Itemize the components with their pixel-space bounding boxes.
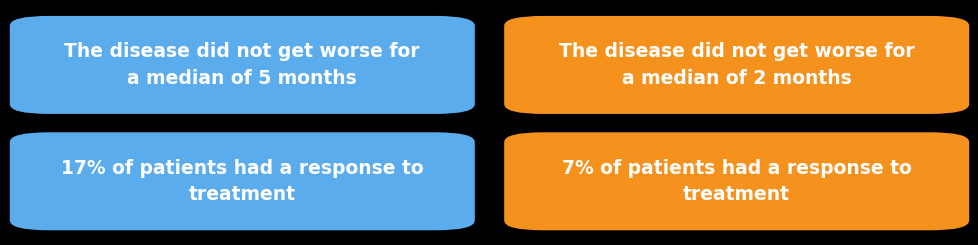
Text: 17% of patients had a response to
treatment: 17% of patients had a response to treatm…: [61, 159, 423, 204]
Text: The disease did not get worse for
a median of 5 months: The disease did not get worse for a medi…: [65, 42, 420, 88]
FancyBboxPatch shape: [10, 16, 474, 114]
FancyBboxPatch shape: [10, 132, 474, 230]
FancyBboxPatch shape: [504, 16, 968, 114]
FancyBboxPatch shape: [504, 132, 968, 230]
Text: 7% of patients had a response to
treatment: 7% of patients had a response to treatme…: [561, 159, 911, 204]
Text: The disease did not get worse for
a median of 2 months: The disease did not get worse for a medi…: [558, 42, 913, 88]
